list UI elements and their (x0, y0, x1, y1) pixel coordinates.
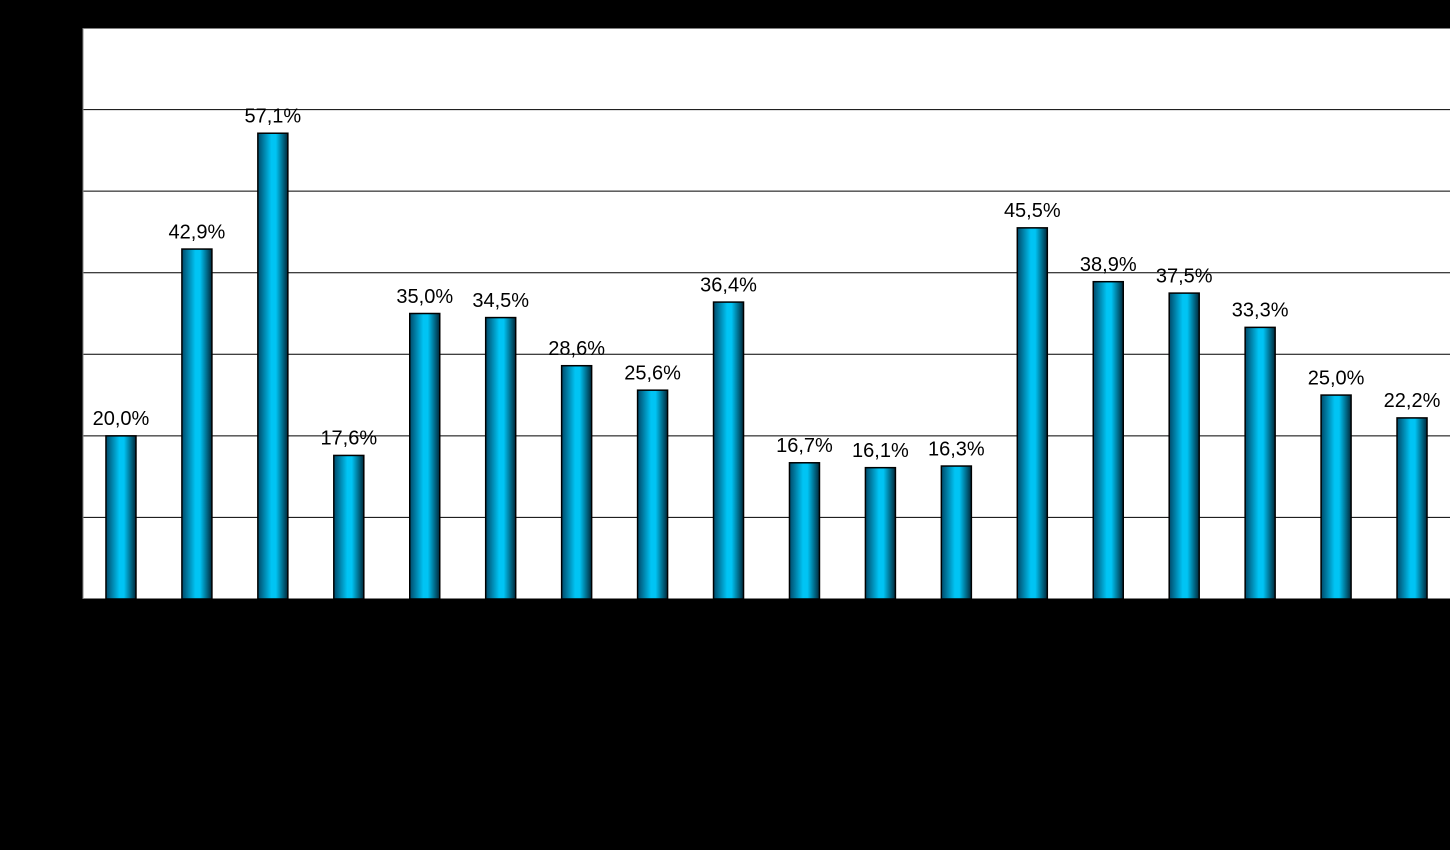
value-label: 38,9% (1080, 254, 1137, 276)
y-tick-label: 40 (53, 261, 75, 283)
value-label: 34,5% (472, 290, 529, 312)
value-label: 45,5% (1004, 200, 1061, 222)
value-label: 22,2% (1384, 390, 1441, 412)
bar (864, 466, 897, 600)
bar (257, 132, 289, 600)
value-label: 17,6% (320, 428, 377, 450)
bar (1016, 227, 1049, 600)
bar (1396, 417, 1428, 600)
value-label: 25,0% (1308, 367, 1365, 389)
value-label: 28,6% (548, 338, 605, 360)
y-tick-label: 50 (53, 179, 75, 201)
value-label: 25,6% (624, 362, 681, 384)
bar (484, 316, 517, 600)
y-tick-label: 0 (64, 587, 75, 609)
value-label: 36,4% (700, 274, 757, 296)
value-label: 16,3% (928, 438, 985, 460)
y-tick-label: 70 (53, 16, 75, 38)
value-label: 57,1% (245, 106, 302, 128)
bar (940, 465, 973, 600)
value-label: 16,1% (852, 440, 909, 462)
y-tick-label: 60 (53, 98, 75, 120)
value-label: 37,5% (1156, 265, 1213, 287)
bar (1244, 326, 1276, 600)
bar (1320, 394, 1352, 600)
value-label: 33,3% (1232, 300, 1289, 322)
value-label: 16,7% (776, 435, 833, 457)
y-tick-label: 10 (53, 506, 75, 528)
y-tick-label: 30 (53, 343, 75, 365)
bar (1092, 280, 1124, 600)
y-tick-label: 20 (53, 424, 75, 446)
plot-area (83, 28, 1450, 599)
bar (1168, 292, 1200, 600)
bar (636, 389, 669, 600)
value-label: 20,0% (93, 408, 150, 430)
bar (105, 435, 137, 600)
bar (560, 364, 593, 600)
value-label: 42,9% (169, 221, 226, 243)
bar (712, 301, 745, 600)
bar (788, 462, 821, 600)
bar (409, 312, 441, 600)
bar (181, 248, 213, 600)
value-label: 35,0% (396, 286, 453, 308)
bar (333, 454, 365, 600)
